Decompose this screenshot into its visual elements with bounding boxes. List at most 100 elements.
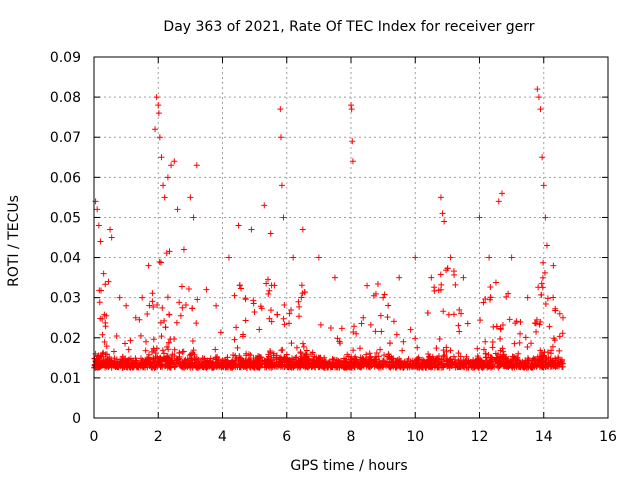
data-point bbox=[381, 352, 388, 359]
data-point bbox=[99, 331, 106, 338]
data-point bbox=[367, 357, 374, 364]
data-point bbox=[97, 238, 104, 245]
data-point bbox=[407, 326, 414, 333]
data-point bbox=[263, 364, 270, 371]
data-point bbox=[281, 363, 288, 370]
x-tick-label: 16 bbox=[599, 429, 617, 445]
data-point bbox=[556, 347, 563, 354]
data-point bbox=[444, 265, 451, 272]
data-point bbox=[538, 349, 545, 356]
data-point bbox=[144, 359, 151, 366]
data-point bbox=[446, 360, 453, 367]
data-point bbox=[164, 294, 171, 301]
data-point bbox=[180, 246, 187, 253]
data-point bbox=[516, 339, 523, 346]
data-point bbox=[499, 345, 506, 352]
data-point bbox=[539, 154, 546, 161]
data-point bbox=[125, 346, 132, 353]
data-point bbox=[301, 289, 308, 296]
data-point bbox=[191, 354, 198, 361]
data-point bbox=[267, 230, 274, 237]
data-point bbox=[298, 353, 305, 360]
data-point bbox=[555, 359, 562, 366]
data-point bbox=[266, 353, 273, 360]
axes: 0 2 4 6 8 10 12 14 16 0 0.01 0.02 0.03 0.04 0.05 0.06 0.… bbox=[50, 50, 617, 445]
data-point bbox=[540, 363, 547, 370]
data-point bbox=[116, 294, 123, 301]
data-point bbox=[249, 363, 256, 370]
data-point bbox=[178, 283, 185, 290]
data-point bbox=[124, 364, 131, 371]
data-point bbox=[455, 350, 462, 357]
data-point bbox=[411, 359, 418, 366]
data-point bbox=[290, 356, 297, 363]
data-point bbox=[532, 320, 539, 327]
data-point bbox=[360, 314, 367, 321]
data-point bbox=[549, 343, 556, 350]
data-point bbox=[298, 294, 305, 301]
data-point bbox=[438, 356, 445, 363]
data-point bbox=[180, 348, 187, 355]
data-point bbox=[267, 307, 274, 314]
data-point bbox=[309, 362, 316, 369]
data-point bbox=[295, 298, 302, 305]
data-point bbox=[396, 274, 403, 281]
data-point bbox=[203, 286, 210, 293]
data-point bbox=[158, 333, 165, 340]
data-point bbox=[156, 258, 163, 265]
data-point bbox=[492, 279, 499, 286]
data-point bbox=[242, 317, 249, 324]
data-point bbox=[246, 356, 253, 363]
data-point bbox=[150, 304, 157, 311]
data-point bbox=[274, 311, 281, 318]
y-tick-label: 0.08 bbox=[50, 90, 81, 106]
data-point bbox=[133, 362, 140, 369]
data-point bbox=[256, 364, 263, 371]
data-point bbox=[243, 364, 250, 371]
data-point bbox=[549, 357, 556, 364]
data-point bbox=[110, 348, 117, 355]
data-point bbox=[303, 347, 310, 354]
data-point bbox=[503, 293, 510, 300]
data-point bbox=[505, 290, 512, 297]
data-point bbox=[243, 350, 250, 357]
data-point bbox=[101, 339, 108, 346]
data-point bbox=[550, 262, 557, 269]
data-point bbox=[300, 343, 307, 350]
data-point bbox=[236, 354, 243, 361]
data-point bbox=[250, 300, 257, 307]
data-point bbox=[495, 198, 502, 205]
data-point bbox=[108, 234, 115, 241]
data-point bbox=[540, 182, 547, 189]
data-point bbox=[551, 337, 558, 344]
data-point bbox=[348, 106, 355, 113]
data-point bbox=[487, 294, 494, 301]
data-point bbox=[546, 323, 553, 330]
data-point bbox=[529, 363, 536, 370]
data-point bbox=[91, 355, 98, 362]
data-point bbox=[512, 320, 519, 327]
data-point bbox=[315, 254, 322, 261]
data-point bbox=[431, 287, 438, 294]
data-point bbox=[517, 330, 524, 337]
data-point bbox=[509, 364, 516, 371]
data-point bbox=[151, 364, 158, 371]
data-point bbox=[486, 254, 493, 261]
data-point bbox=[149, 290, 156, 297]
data-point bbox=[219, 357, 226, 364]
data-point bbox=[498, 190, 505, 197]
data-point bbox=[350, 347, 357, 354]
data-point bbox=[543, 242, 550, 249]
data-point bbox=[535, 94, 542, 101]
data-point bbox=[329, 356, 336, 363]
data-point bbox=[176, 299, 183, 306]
data-point bbox=[139, 364, 146, 371]
data-point bbox=[489, 344, 496, 351]
data-point bbox=[190, 347, 197, 354]
data-point bbox=[552, 307, 559, 314]
data-point bbox=[537, 347, 544, 354]
data-point bbox=[533, 328, 540, 335]
data-point bbox=[238, 285, 245, 292]
data-point bbox=[443, 344, 450, 351]
